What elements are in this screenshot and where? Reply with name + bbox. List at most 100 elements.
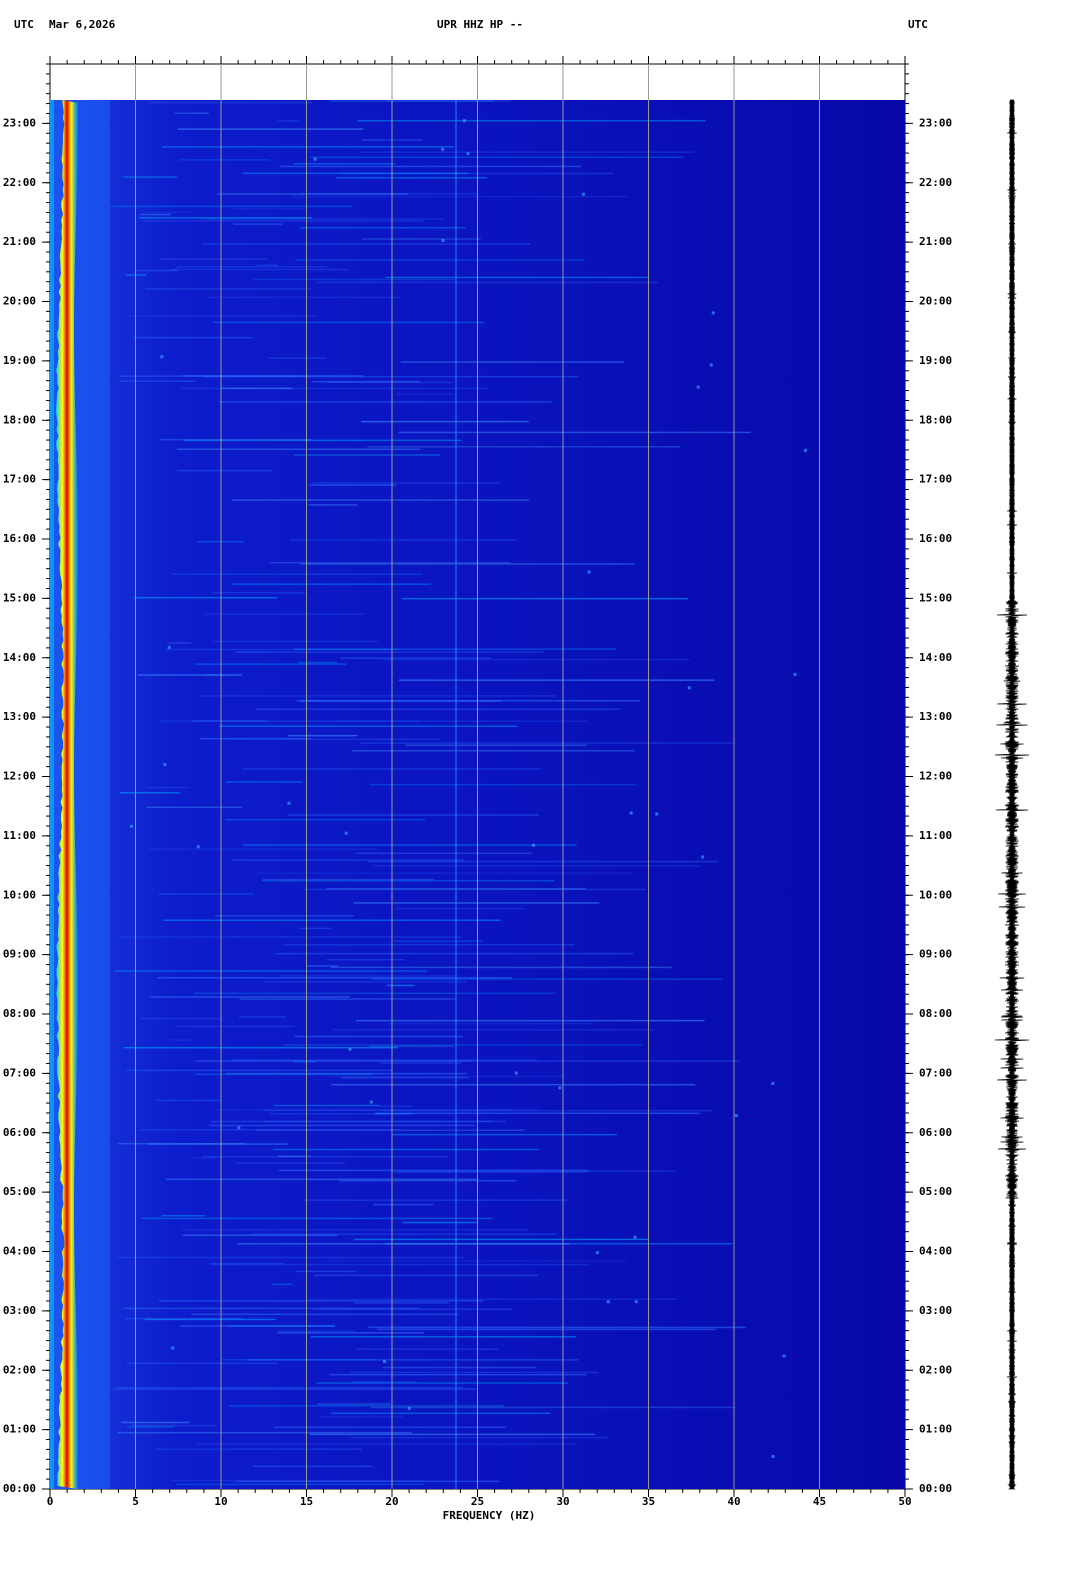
- noise-streak: [309, 484, 397, 486]
- noise-streak: [275, 952, 634, 955]
- x-tick-label: 25: [471, 1495, 484, 1508]
- noise-streak: [355, 852, 533, 855]
- noise-streak: [149, 101, 313, 104]
- noise-streak: [235, 651, 544, 653]
- noise-streak: [277, 1332, 425, 1334]
- noise-streak: [352, 749, 635, 752]
- noise-streak: [171, 573, 422, 575]
- noise-streak: [232, 583, 432, 585]
- noise-streak: [332, 1029, 653, 1031]
- y-tick-label-right: 21:00: [919, 235, 952, 248]
- noise-streak: [156, 1099, 222, 1102]
- noise-streak: [402, 1221, 478, 1224]
- noise-streak: [401, 597, 689, 600]
- y-tick-label-right: 13:00: [919, 710, 952, 723]
- noise-dot: [595, 1251, 599, 1255]
- noise-streak: [161, 146, 454, 148]
- noise-dot: [462, 119, 466, 123]
- noise-streak: [371, 978, 723, 980]
- noise-streak: [144, 1318, 276, 1321]
- noise-streak: [126, 1362, 279, 1365]
- noise-streak: [204, 613, 365, 615]
- noise-streak: [159, 720, 419, 722]
- noise-dot: [655, 812, 659, 816]
- noise-streak: [316, 1382, 569, 1384]
- noise-streak: [146, 786, 191, 789]
- noise-streak: [352, 1381, 417, 1383]
- noise-streak: [159, 438, 312, 441]
- noise-streak: [131, 1424, 218, 1427]
- noise-streak: [329, 100, 495, 102]
- vertical-line: [455, 100, 457, 1489]
- noise-streak: [148, 1143, 288, 1145]
- y-tick-label: 23:00: [3, 116, 36, 129]
- y-tick-label-right: 00:00: [919, 1482, 952, 1495]
- noise-streak: [268, 357, 326, 359]
- noise-dot: [633, 1235, 637, 1239]
- y-tick-label: 08:00: [3, 1007, 36, 1020]
- noise-dot: [771, 1455, 775, 1459]
- noise-streak: [367, 446, 681, 448]
- noise-streak: [262, 879, 555, 882]
- noise-dot: [369, 1100, 373, 1104]
- noise-streak: [218, 401, 553, 403]
- noise-dot: [532, 843, 536, 847]
- noise-streak: [353, 1238, 648, 1241]
- noise-streak: [195, 1060, 472, 1062]
- noise-streak: [295, 259, 585, 261]
- noise-dot: [167, 645, 171, 649]
- noise-streak: [123, 1046, 398, 1049]
- y-tick-label-right: 14:00: [919, 651, 952, 664]
- noise-streak: [304, 888, 647, 891]
- y-tick-label: 09:00: [3, 948, 36, 961]
- y-tick-label: 12:00: [3, 770, 36, 783]
- y-tick-label-right: 22:00: [919, 176, 952, 189]
- noise-streak: [213, 592, 306, 594]
- noise-streak: [360, 151, 695, 153]
- noise-dot: [793, 672, 797, 676]
- noise-dot: [696, 385, 700, 389]
- noise-dot: [313, 157, 317, 161]
- y-tick-label: 16:00: [3, 532, 36, 545]
- noise-dot: [629, 811, 633, 815]
- noise-dot: [734, 1114, 738, 1118]
- y-tick-label: 18:00: [3, 413, 36, 426]
- noise-streak: [170, 268, 349, 271]
- noise-streak: [340, 172, 614, 175]
- noise-streak: [229, 1325, 334, 1327]
- timezone-right: UTC: [908, 18, 928, 31]
- y-tick-label: 10:00: [3, 888, 36, 901]
- y-tick-label: 04:00: [3, 1245, 36, 1258]
- y-tick-label: 14:00: [3, 651, 36, 664]
- y-tick-label-right: 11:00: [919, 829, 952, 842]
- noise-streak: [136, 269, 178, 272]
- y-tick-label-right: 10:00: [919, 888, 952, 901]
- noise-streak: [272, 1148, 540, 1151]
- noise-dot: [558, 1086, 562, 1090]
- y-tick-label: 19:00: [3, 354, 36, 367]
- y-tick-label-right: 06:00: [919, 1126, 952, 1139]
- noise-streak: [146, 806, 243, 809]
- noise-streak: [168, 642, 192, 644]
- noise-streak: [278, 1169, 590, 1172]
- x-tick-label: 40: [727, 1495, 740, 1508]
- noise-streak: [294, 1035, 463, 1038]
- noise-streak: [141, 1217, 493, 1220]
- noise-streak: [217, 193, 408, 195]
- x-tick-label: 20: [385, 1495, 398, 1508]
- noise-streak: [201, 218, 444, 220]
- x-tick-label: 30: [556, 1495, 569, 1508]
- noise-streak: [133, 336, 252, 339]
- y-tick-label-right: 16:00: [919, 532, 952, 545]
- noise-streak: [229, 1405, 504, 1407]
- y-tick-label-right: 23:00: [919, 116, 952, 129]
- noise-streak: [170, 1039, 193, 1041]
- noise-streak: [330, 966, 672, 969]
- noise-dot: [711, 311, 715, 315]
- noise-streak: [125, 1317, 243, 1320]
- noise-streak: [116, 1386, 464, 1389]
- noise-dot: [237, 1126, 241, 1130]
- y-tick-label: 21:00: [3, 235, 36, 248]
- noise-streak: [293, 648, 616, 650]
- noise-streak: [110, 205, 353, 208]
